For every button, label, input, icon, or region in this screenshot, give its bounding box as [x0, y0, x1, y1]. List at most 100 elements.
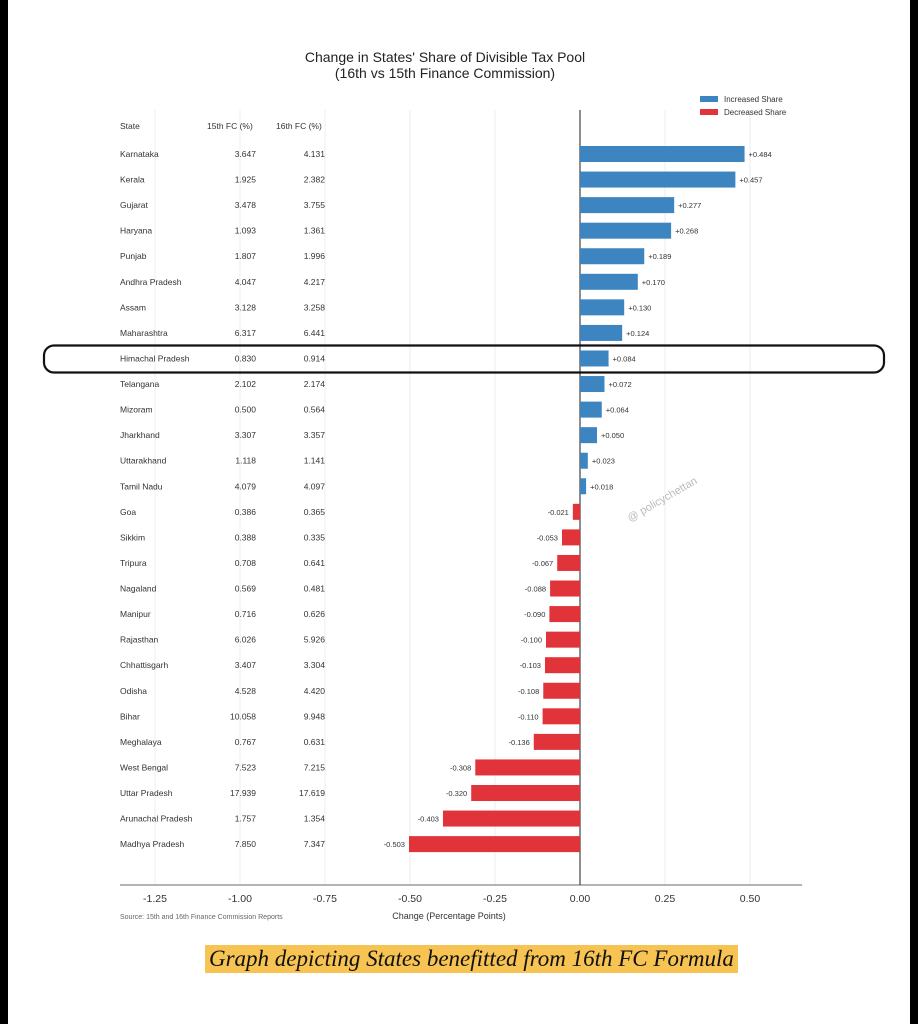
bar-value-label: -0.067 — [532, 559, 553, 568]
state-name: Bihar — [120, 711, 140, 721]
fc15-value: 1.093 — [235, 226, 257, 236]
bar-value-label: -0.103 — [520, 661, 541, 670]
fc16-value: 0.365 — [304, 507, 326, 517]
bar — [580, 248, 645, 265]
caption: Graph depicting States benefitted from 1… — [205, 945, 738, 973]
table-header: State — [120, 121, 140, 131]
state-name: Maharashtra — [120, 328, 168, 338]
bar-value-label: +0.124 — [626, 329, 649, 338]
fc16-value: 7.215 — [304, 762, 326, 772]
fc15-value: 1.757 — [235, 814, 257, 824]
state-name: Arunachal Pradesh — [120, 814, 193, 824]
x-tick-label: -1.25 — [143, 893, 167, 905]
fc16-value: 3.755 — [304, 200, 326, 210]
fc15-value: 0.569 — [235, 584, 257, 594]
fc16-value: 4.097 — [304, 481, 326, 491]
bar — [580, 350, 609, 367]
fc15-value: 3.647 — [235, 149, 257, 159]
state-name: Punjab — [120, 251, 147, 261]
bar-value-label: -0.403 — [418, 815, 439, 824]
fc16-value: 4.420 — [304, 686, 326, 696]
fc15-value: 0.500 — [235, 405, 257, 415]
legend-swatch — [700, 96, 718, 102]
fc15-value: 10.058 — [230, 711, 256, 721]
bar-value-label: -0.308 — [450, 763, 471, 772]
bar-value-label: +0.268 — [675, 227, 698, 236]
fc15-value: 0.830 — [235, 353, 257, 363]
fc15-value: 1.925 — [235, 175, 257, 185]
x-tick-label: -0.25 — [483, 893, 507, 905]
fc16-value: 17.619 — [299, 788, 325, 798]
fc16-value: 0.335 — [304, 532, 326, 542]
bar-value-label: -0.320 — [446, 789, 467, 798]
state-name: Tamil Nadu — [120, 481, 163, 491]
bar-value-label: +0.484 — [749, 150, 772, 159]
chart-subtitle: (16th vs 15th Finance Commission) — [335, 65, 555, 81]
fc16-value: 1.141 — [304, 456, 326, 466]
legend-label: Decreased Share — [724, 108, 787, 117]
fc15-value: 1.807 — [235, 251, 257, 261]
fc16-value: 2.174 — [304, 379, 326, 389]
fc16-value: 4.131 — [304, 149, 326, 159]
bar — [580, 197, 675, 214]
state-name: Sikkim — [120, 532, 145, 542]
state-name: Manipur — [120, 609, 151, 619]
fc16-value: 9.948 — [304, 711, 326, 721]
state-name: West Bengal — [120, 762, 168, 772]
fc15-value: 2.102 — [235, 379, 257, 389]
bar — [442, 810, 580, 827]
state-name: Madhya Pradesh — [120, 839, 185, 849]
fc16-value: 3.258 — [304, 302, 326, 312]
fc16-value: 6.441 — [304, 328, 326, 338]
bar-value-label: +0.277 — [678, 201, 701, 210]
fc15-value: 7.850 — [235, 839, 257, 849]
bar — [549, 606, 580, 623]
legend-label: Increased Share — [724, 95, 783, 104]
state-name: Goa — [120, 507, 136, 517]
state-name: Haryana — [120, 226, 152, 236]
x-tick-label: -1.00 — [228, 893, 252, 905]
bar-value-label: -0.090 — [524, 610, 545, 619]
x-tick-label: 0.00 — [570, 893, 591, 905]
fc16-value: 1.354 — [304, 814, 326, 824]
page — [8, 0, 910, 1024]
bar-value-label: +0.018 — [590, 482, 613, 491]
table-header: 15th FC (%) — [207, 121, 253, 131]
bar — [408, 836, 580, 853]
fc15-value: 0.708 — [235, 558, 257, 568]
fc16-value: 2.382 — [304, 175, 326, 185]
bar-value-label: -0.100 — [521, 636, 542, 645]
x-axis-label: Change (Percentage Points) — [392, 911, 506, 921]
state-name: Karnataka — [120, 149, 159, 159]
bar-value-label: +0.170 — [642, 278, 665, 287]
bar — [544, 657, 580, 674]
fc15-value: 4.528 — [235, 686, 257, 696]
bar — [561, 529, 580, 546]
x-tick-label: 0.25 — [655, 893, 676, 905]
state-name: Himachal Pradesh — [120, 353, 190, 363]
x-tick-label: -0.75 — [313, 893, 337, 905]
fc15-value: 0.388 — [235, 532, 257, 542]
bar — [580, 427, 597, 444]
bar — [557, 554, 580, 571]
x-tick-label: -0.50 — [398, 893, 422, 905]
bar-value-label: -0.088 — [525, 585, 546, 594]
bar — [546, 631, 580, 648]
chart-title: Change in States' Share of Divisible Tax… — [305, 49, 585, 65]
bar-value-label: -0.136 — [508, 738, 529, 747]
bar — [580, 324, 623, 341]
source-note: Source: 15th and 16th Finance Commission… — [120, 914, 283, 921]
bar — [542, 708, 580, 725]
bar — [580, 222, 672, 239]
state-name: Uttar Pradesh — [120, 788, 173, 798]
state-name: Telangana — [120, 379, 160, 389]
state-name: Odisha — [120, 686, 147, 696]
bar — [572, 503, 580, 520]
table-header: 16th FC (%) — [276, 121, 322, 131]
bar — [471, 785, 580, 801]
fc16-value: 4.217 — [304, 277, 326, 287]
bar-value-label: -0.108 — [518, 687, 539, 696]
bar — [580, 376, 605, 393]
bar-value-label: +0.064 — [606, 406, 629, 415]
fc15-value: 4.079 — [235, 481, 257, 491]
